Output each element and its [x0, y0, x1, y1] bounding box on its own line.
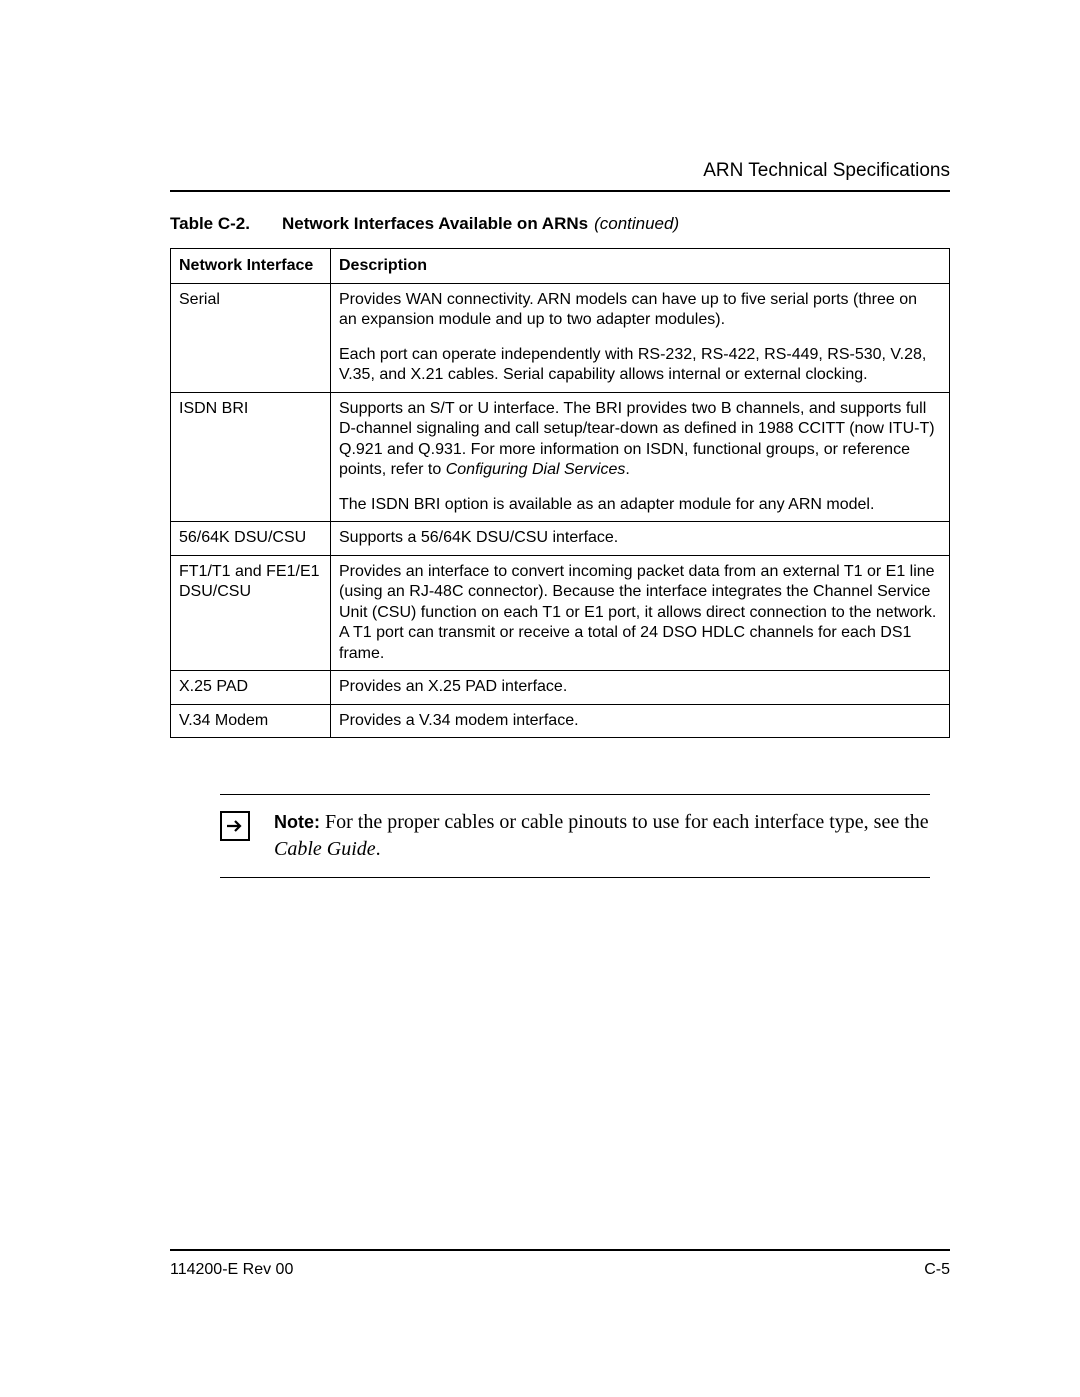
note-text-part: . [376, 838, 381, 860]
footer-page-number: C-5 [924, 1261, 950, 1279]
table-caption-continued: (continued) [594, 214, 679, 233]
table-caption: Table C-2. Network Interfaces Available o… [170, 214, 950, 234]
desc-text: . [625, 461, 629, 478]
desc-para: Provides a V.34 modem interface. [339, 711, 939, 731]
cell-interface: Serial [171, 284, 331, 393]
note-ref-italic: Cable Guide [274, 838, 376, 860]
desc-text: Supports an S/T or U interface. The BRI … [339, 400, 935, 478]
cell-interface: V.34 Modem [171, 704, 331, 737]
note-body: Note: For the proper cables or cable pin… [220, 795, 930, 877]
cell-description: Provides a V.34 modem interface. [331, 704, 950, 737]
col-header-interface: Network Interface [171, 249, 331, 284]
footer-rule [170, 1249, 950, 1251]
footer-row: 114200-E Rev 00 C-5 [170, 1261, 950, 1279]
table-header-row: Network Interface Description [171, 249, 950, 284]
cell-interface: ISDN BRI [171, 392, 331, 521]
col-header-description: Description [331, 249, 950, 284]
network-interfaces-table: Network Interface Description Serial Pro… [170, 248, 950, 738]
page-header-title: ARN Technical Specifications [170, 160, 950, 182]
cell-description: Supports an S/T or U interface. The BRI … [331, 392, 950, 521]
desc-ref-italic: Configuring Dial Services [446, 461, 626, 478]
table-row: FT1/T1 and FE1/E1 DSU/CSU Provides an in… [171, 555, 950, 670]
footer-doc-id: 114200-E Rev 00 [170, 1261, 293, 1279]
table-row: Serial Provides WAN connectivity. ARN mo… [171, 284, 950, 393]
note-text: Note: For the proper cables or cable pin… [274, 809, 930, 863]
desc-para: The ISDN BRI option is available as an a… [339, 495, 939, 515]
cell-interface: X.25 PAD [171, 671, 331, 704]
desc-para: Provides WAN connectivity. ARN models ca… [339, 290, 939, 331]
table-caption-number: Table C-2. [170, 214, 250, 233]
desc-para: Supports a 56/64K DSU/CSU interface. [339, 528, 939, 548]
note-block: Note: For the proper cables or cable pin… [220, 794, 930, 878]
table-row: X.25 PAD Provides an X.25 PAD interface. [171, 671, 950, 704]
cell-description: Supports a 56/64K DSU/CSU interface. [331, 522, 950, 555]
cell-interface: FT1/T1 and FE1/E1 DSU/CSU [171, 555, 331, 670]
table-caption-title: Network Interfaces Available on ARNs [282, 214, 588, 233]
header-rule [170, 190, 950, 192]
cell-interface: 56/64K DSU/CSU [171, 522, 331, 555]
cell-description: Provides an interface to convert incomin… [331, 555, 950, 670]
desc-para: Provides an interface to convert incomin… [339, 562, 939, 664]
desc-para: Supports an S/T or U interface. The BRI … [339, 399, 939, 481]
cell-description: Provides an X.25 PAD interface. [331, 671, 950, 704]
note-text-part: For the proper cables or cable pinouts t… [320, 811, 929, 833]
desc-para: Each port can operate independently with… [339, 345, 939, 386]
table-row: ISDN BRI Supports an S/T or U interface.… [171, 392, 950, 521]
note-bottom-rule [220, 877, 930, 878]
table-row: 56/64K DSU/CSU Supports a 56/64K DSU/CSU… [171, 522, 950, 555]
arrow-right-icon [220, 811, 250, 841]
note-label: Note: [274, 812, 320, 832]
page-footer: 114200-E Rev 00 C-5 [170, 1249, 950, 1279]
table-row: V.34 Modem Provides a V.34 modem interfa… [171, 704, 950, 737]
desc-para: Provides an X.25 PAD interface. [339, 677, 939, 697]
page: ARN Technical Specifications Table C-2. N… [0, 0, 1080, 1397]
cell-description: Provides WAN connectivity. ARN models ca… [331, 284, 950, 393]
